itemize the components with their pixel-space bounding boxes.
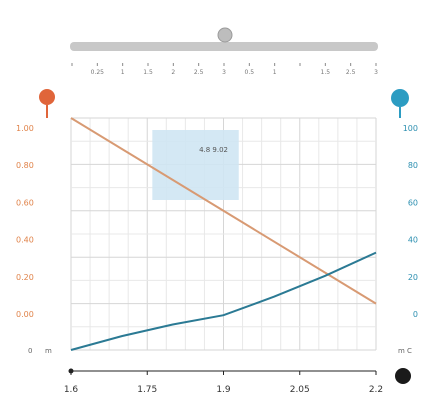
slider-handle-icon[interactable] xyxy=(217,27,233,43)
left-tick-label: 0.20 xyxy=(16,273,34,282)
orange-circle-icon[interactable] xyxy=(39,89,55,105)
left-tick-label: 1.00 xyxy=(16,124,34,133)
top-tick-label: 3 xyxy=(374,69,378,76)
left-axis: 1.00 0.80 0.60 0.40 0.20 0.00 xyxy=(16,124,34,319)
bottom-tick-label: 2.05 xyxy=(290,385,310,395)
grid xyxy=(70,117,377,351)
top-tick-label: 2.5 xyxy=(194,69,204,76)
top-tick-label: 0.25 xyxy=(91,69,105,76)
black-circle-icon[interactable] xyxy=(395,368,411,384)
top-tick-label: 1.5 xyxy=(143,69,153,76)
top-tick-label: 1.5 xyxy=(321,69,331,76)
bottom-tick-label: 2.2 xyxy=(369,385,383,395)
bottom-tick-label: 1.6 xyxy=(64,385,79,395)
plot-area: 4.8 9.02 xyxy=(70,117,377,351)
series-line-2 xyxy=(70,251,377,351)
selection-label: 4.8 9.02 xyxy=(199,146,228,154)
bottom-tick-label: 1.75 xyxy=(137,385,157,395)
top-tick-label: 2.5 xyxy=(346,69,356,76)
right-tick-label: 20 xyxy=(408,273,418,282)
top-axis-ticks: 0.25 1 1.5 2 2.5 3 0.5 1 1.5 2.5 3 xyxy=(71,63,378,76)
left-tick-label: 0.60 xyxy=(16,198,34,207)
top-tick-label: 1 xyxy=(273,69,277,76)
teal-circle-icon[interactable] xyxy=(391,89,409,107)
right-tick-label: 80 xyxy=(408,161,418,170)
left-unit-label: m xyxy=(45,347,52,355)
top-tick-label: 0.5 xyxy=(245,69,255,76)
right-unit-label: m C xyxy=(398,347,412,355)
right-tick-label: 60 xyxy=(408,198,418,207)
top-tick-label: 1 xyxy=(121,69,125,76)
axis-origin-marker[interactable] xyxy=(68,368,74,374)
bottom-axis: 1.6 1.75 1.9 2.05 2.2 xyxy=(64,371,383,395)
slider-track[interactable] xyxy=(70,42,378,51)
selection-box[interactable] xyxy=(152,130,239,200)
left-tick-label: 0.40 xyxy=(16,236,34,245)
bottom-tick-label: 1.9 xyxy=(216,385,231,395)
right-tick-label: 40 xyxy=(408,236,418,245)
left-tick-label: 0.00 xyxy=(16,310,34,319)
series-line-1 xyxy=(70,117,377,305)
right-tick-label: 100 xyxy=(403,124,418,133)
top-range-slider[interactable]: 0.25 1 1.5 2 2.5 3 0.5 1 1.5 2.5 3 xyxy=(70,27,378,76)
header-band xyxy=(46,85,380,119)
right-axis: 100 80 60 40 20 0 xyxy=(403,124,418,319)
right-tick-label: 0 xyxy=(413,310,418,319)
left-zero-label: 0 xyxy=(28,347,32,355)
series-layer xyxy=(70,117,377,351)
left-tick-label: 0.80 xyxy=(16,161,34,170)
top-tick-label: 2 xyxy=(171,69,175,76)
top-tick-label: 3 xyxy=(222,69,226,76)
